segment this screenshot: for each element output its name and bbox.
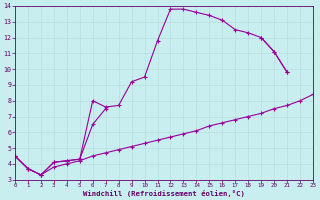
X-axis label: Windchill (Refroidissement éolien,°C): Windchill (Refroidissement éolien,°C) [83, 190, 245, 197]
